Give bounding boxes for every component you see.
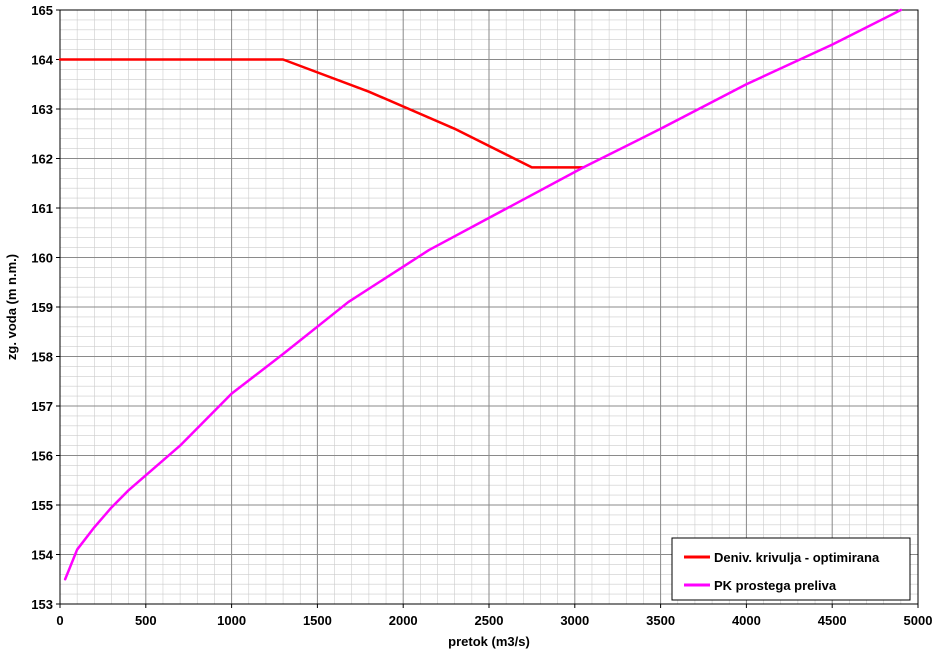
- series-line-0: [58, 58, 585, 169]
- x-tick-label: 2000: [389, 613, 418, 628]
- x-tick-label: 3000: [560, 613, 589, 628]
- y-axis-ticks: 153 154 155 156 157 158 159 160 161 162 163 164 165: [31, 3, 60, 612]
- legend-label-deniv: Deniv. krivulja - optimirana: [714, 550, 880, 565]
- x-tick-label: 3500: [646, 613, 675, 628]
- y-tick-label: 154: [31, 548, 53, 563]
- legend: Deniv. krivulja - optimirana PK prostega…: [671, 537, 911, 601]
- y-tick-label: 153: [31, 597, 53, 612]
- y-tick-label: 155: [31, 498, 53, 513]
- y-axis-title: zg. voda (m n.m.): [4, 254, 19, 360]
- x-tick-label: 2500: [475, 613, 504, 628]
- y-tick-label: 163: [31, 102, 53, 117]
- x-axis-title: pretok (m3/s): [448, 634, 530, 649]
- x-tick-label: 5000: [904, 613, 933, 628]
- y-tick-label: 162: [31, 152, 53, 167]
- x-tick-label: 4500: [818, 613, 847, 628]
- series-layer: [58, 8, 903, 581]
- x-tick-label: 1500: [303, 613, 332, 628]
- legend-label-pk: PK prostega preliva: [714, 578, 837, 593]
- x-tick-label: 4000: [732, 613, 761, 628]
- x-axis-ticks: 0 500 1000 1500 2000 2500 3000 3500 4000 4500 5000: [56, 604, 932, 628]
- y-tick-label: 157: [31, 399, 53, 414]
- legend-box: [671, 537, 911, 601]
- y-tick-label: 158: [31, 350, 53, 365]
- y-tick-label: 165: [31, 3, 53, 18]
- y-tick-label: 159: [31, 300, 53, 315]
- y-tick-label: 161: [31, 201, 53, 216]
- y-tick-label: 156: [31, 449, 53, 464]
- series-line-1: [63, 8, 903, 581]
- x-tick-label: 0: [56, 613, 63, 628]
- x-tick-label: 1000: [217, 613, 246, 628]
- y-tick-label: 160: [31, 251, 53, 266]
- x-tick-label: 500: [135, 613, 157, 628]
- y-tick-label: 164: [31, 53, 53, 68]
